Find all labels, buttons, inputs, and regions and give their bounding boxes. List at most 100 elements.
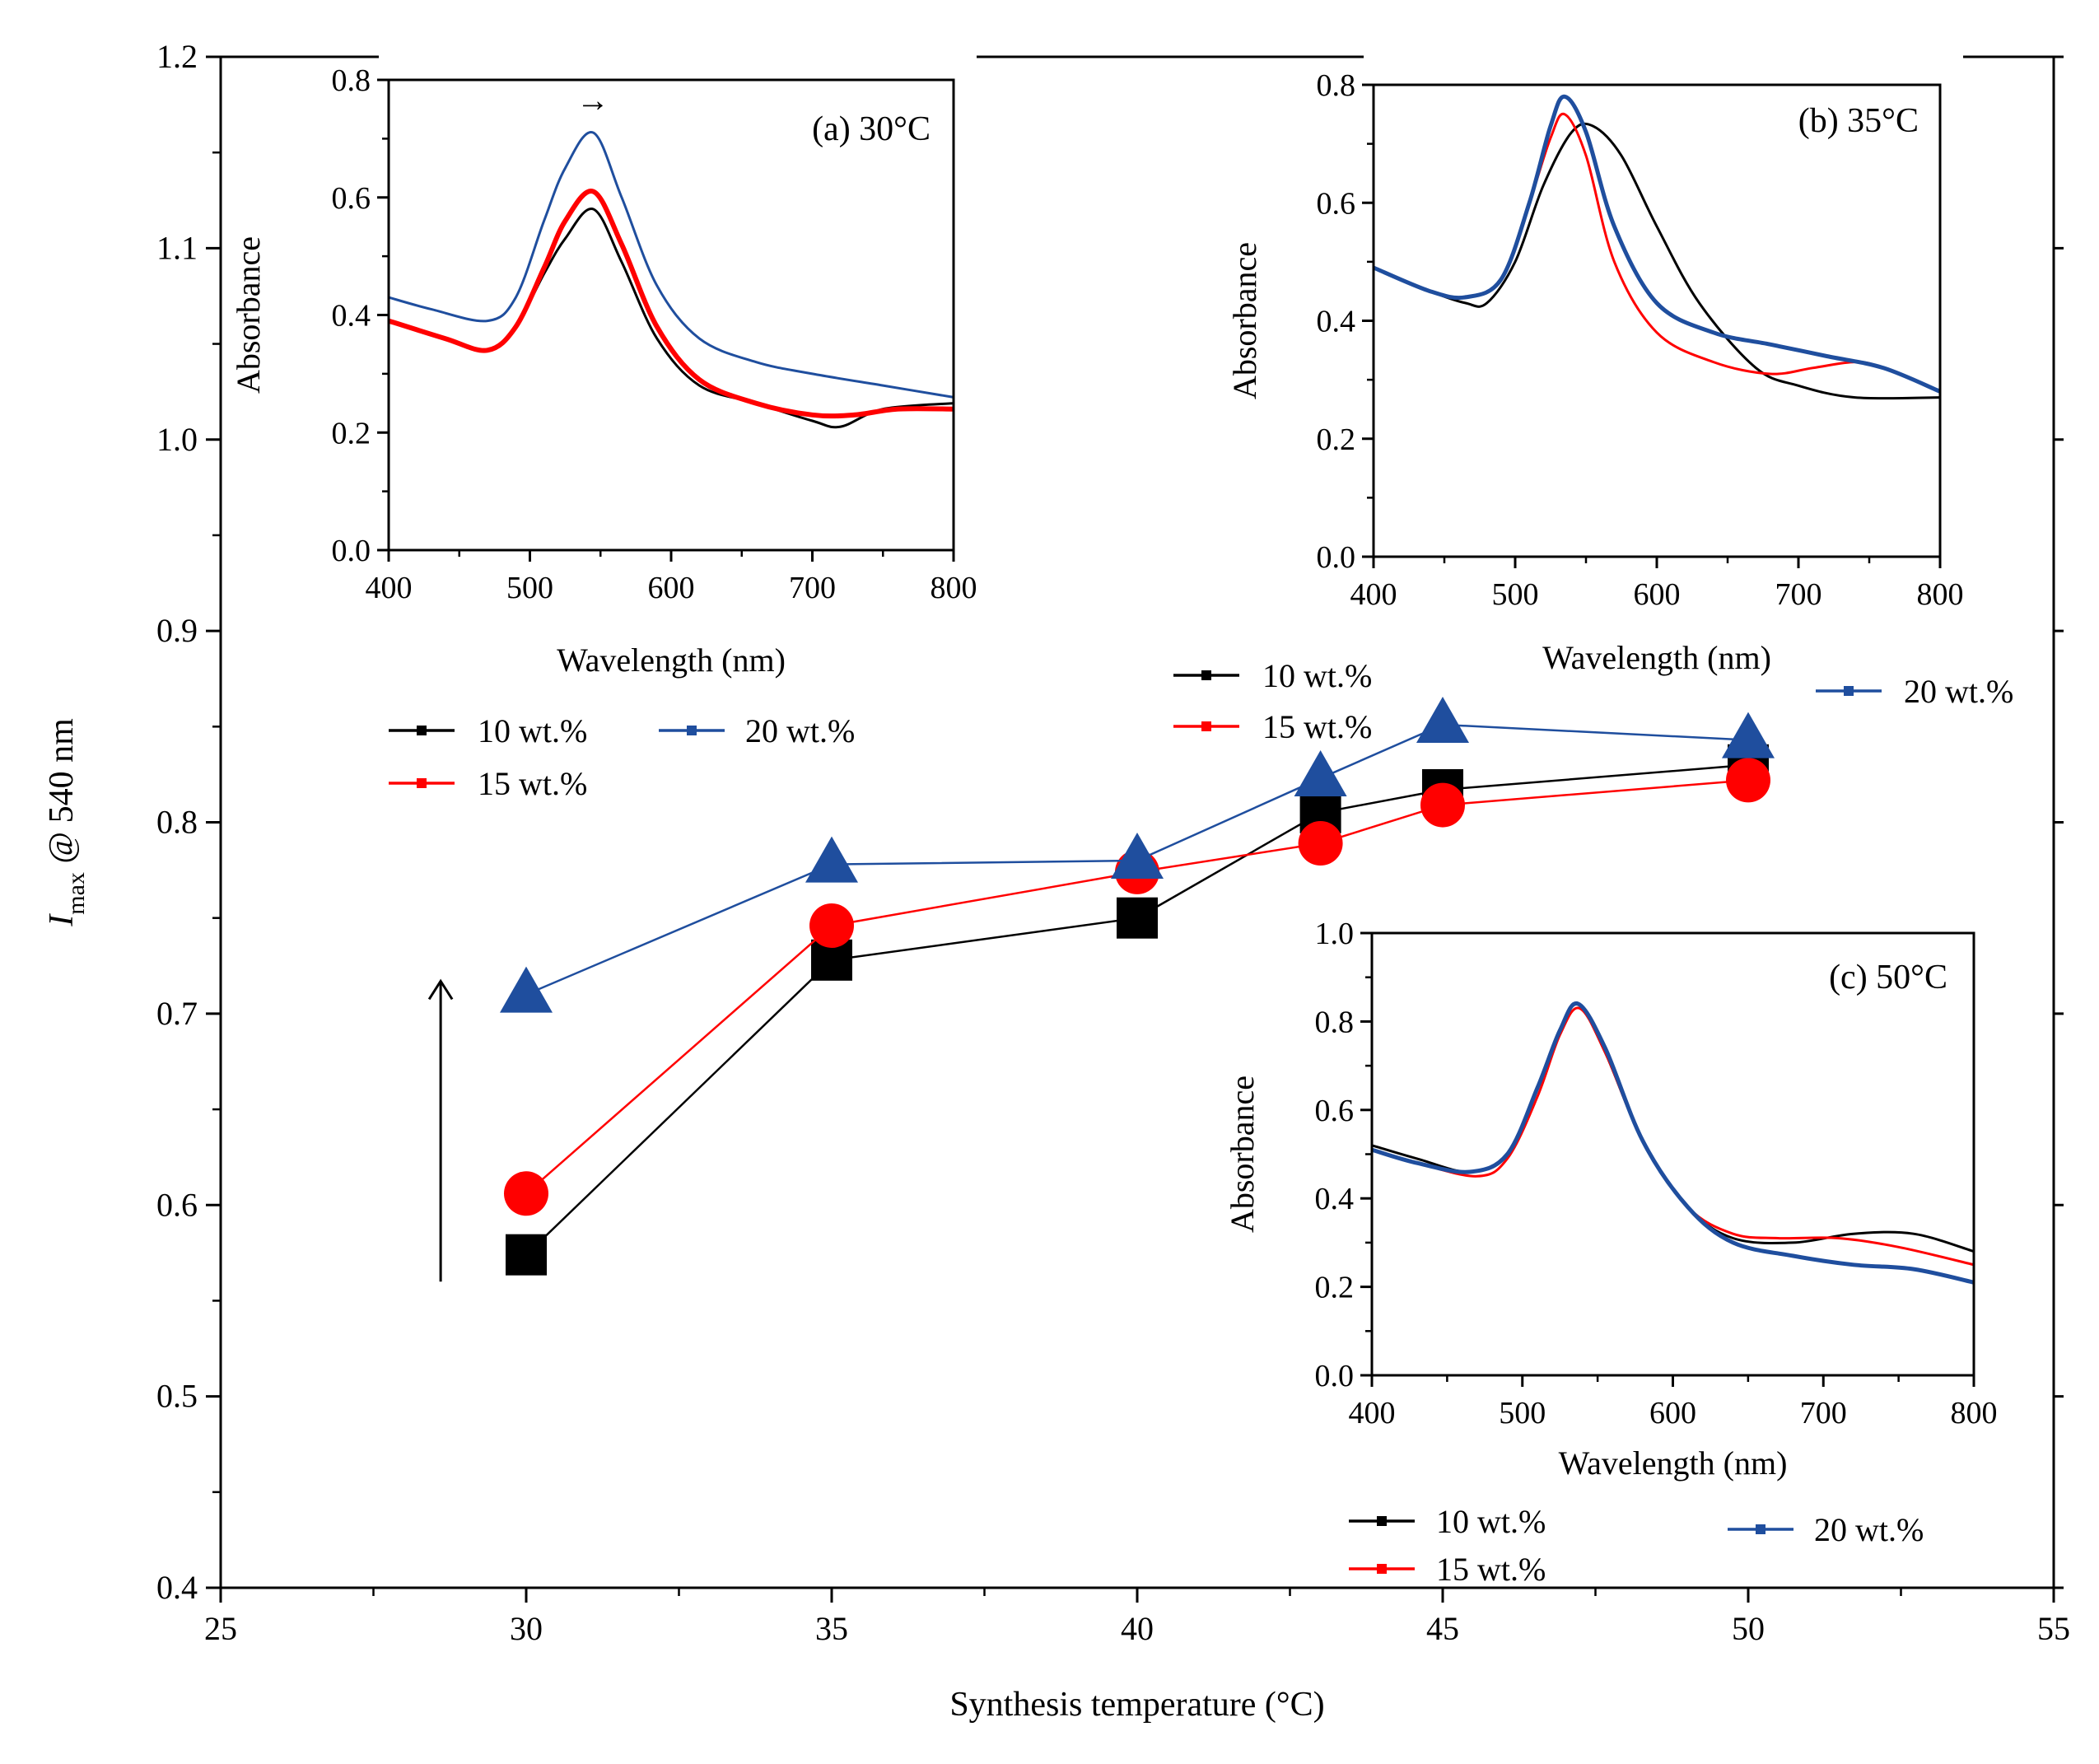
legend-entry: 20 wt.% [1816,673,2013,710]
inset-panel-label: (a) 30°C [812,110,931,148]
inset-y-tick-label: 0.8 [1317,68,1356,103]
legend-marker [1201,670,1211,680]
series-line [525,763,1749,1256]
data-point-square [506,1234,547,1276]
legend-label: 15 wt.% [1436,1551,1546,1588]
data-point-circle [504,1171,548,1216]
inset-y-tick-label: 0.4 [332,299,371,334]
y-tick-label: 1.2 [156,38,198,75]
inset-x-tick-label: 800 [931,571,977,605]
inset-x-tick-label: 500 [1492,577,1539,612]
inset-y-axis-title: Absorbance [1226,242,1263,399]
inset-x-tick-label: 500 [1499,1396,1546,1430]
inset-y-tick-label: 0.0 [1317,540,1356,575]
legend-entry: 10 wt.% [389,712,587,749]
inset-b: 0.0 0.2 0.4 0.6 0.8 400 500 600 700 800 Wavelength… [1226,52,1964,676]
x-tick-label: 55 [2037,1610,2070,1647]
legend-marker [417,778,427,788]
data-point-circle [809,903,854,948]
inset-background [1364,52,1963,557]
y-tick-label: 1.1 [156,229,198,266]
inset-x-tick-label: 400 [366,571,413,605]
trend-arrow-head [427,978,454,1001]
x-tick-label: 50 [1732,1610,1765,1647]
peak-shift-arrow: → [576,82,609,119]
inset-panel-label: (b) 35°C [1798,102,1919,140]
inset-x-tick-label: 700 [1800,1396,1847,1430]
legend-entry: 15 wt.% [1173,708,1372,745]
y-axis-title-tail: @ 540 nm [43,718,81,872]
legend-entry: 20 wt.% [659,712,855,749]
y-axis-title-symbol: I [43,913,81,927]
inset-x-tick-label: 800 [1917,577,1964,612]
inset-y-tick-label: 0.2 [1315,1271,1355,1305]
inset-background [1362,900,1997,1375]
spectrum-line [1373,122,1941,400]
spectrum-line [1373,94,1941,394]
y-tick-label: 0.5 [156,1378,198,1415]
x-axis-title: Synthesis temperature (°C) [949,1686,1324,1724]
data-point-triangle [805,836,858,883]
inset-x-tick-label: 800 [1951,1396,1998,1430]
legend-marker [417,726,427,735]
legend-marker [1377,1516,1387,1526]
inset-x-tick-label: 700 [1775,577,1822,612]
data-point-triangle [1111,832,1164,879]
series-circle [504,758,1770,1216]
data-point-triangle [1722,712,1775,758]
data-point-circle [1298,821,1343,866]
x-tick-label: 40 [1121,1610,1154,1647]
inset-x-tick-label: 500 [506,571,553,605]
inset-y-tick-label: 0.2 [332,416,371,450]
inset-y-axis-title: Absorbance [1224,1076,1261,1233]
x-tick-label: 25 [204,1610,237,1647]
inset-x-tick-label: 600 [1634,577,1681,612]
inset-panel-label: (c) 50°C [1829,959,1947,996]
legend-label: 10 wt.% [1262,657,1372,694]
y-tick-label: 0.4 [156,1569,198,1606]
legend-label: 15 wt.% [478,765,587,802]
legend-label: 10 wt.% [478,712,587,749]
x-tick-label: 35 [815,1610,848,1647]
inset-c: 0.0 0.2 0.4 0.6 0.8 1.0 400 500 600 700 800 Wavelen… [1224,900,1998,1482]
legend-entry: 15 wt.% [389,765,587,802]
y-tick-label: 0.7 [156,995,198,1032]
inset-y-tick-label: 0.6 [332,181,371,216]
legend-label: 20 wt.% [1814,1511,1924,1548]
legend-entry: 10 wt.% [1173,657,1372,694]
legend-label: 15 wt.% [1262,708,1372,745]
x-tick-label: 45 [1426,1610,1459,1647]
spectrum-line [388,131,954,399]
data-point-triangle [1416,696,1469,743]
inset-y-tick-label: 0.8 [332,63,371,98]
inset-y-tick-label: 0.2 [1317,422,1356,457]
y-axis-title-subscript: max [63,872,90,915]
data-point-circle [1726,758,1770,803]
data-point-triangle [1294,750,1347,797]
inset-y-axis-title: Absorbance [230,236,267,394]
legend-label: 20 wt.% [1904,673,2013,710]
data-point-circle [1420,782,1465,828]
legend-entry: 15 wt.% [1349,1551,1546,1588]
legend-marker [1756,1524,1765,1534]
inset-x-axis-title: Wavelength (nm) [557,642,786,679]
inset-y-tick-label: 0.6 [1315,1094,1355,1128]
legend-marker [1844,686,1854,696]
y-tick-label: 0.9 [156,612,198,649]
series-line [525,779,1749,1195]
series-triangle [500,696,1775,1013]
inset-y-tick-label: 0.4 [1317,305,1356,339]
legend-label: 10 wt.% [1436,1503,1546,1540]
inset-y-tick-label: 0.0 [332,534,371,568]
inset-x-tick-label: 600 [1649,1396,1696,1430]
inset-x-tick-label: 600 [648,571,695,605]
legend-marker [1201,721,1211,731]
legend-marker [1377,1564,1387,1574]
data-point-square [1117,897,1158,939]
inset-x-tick-label: 400 [1350,577,1397,612]
legend-label: 20 wt.% [745,712,855,749]
series-line [525,723,1749,996]
y-tick-label: 1.0 [156,421,198,458]
spectrum-line [388,189,954,419]
